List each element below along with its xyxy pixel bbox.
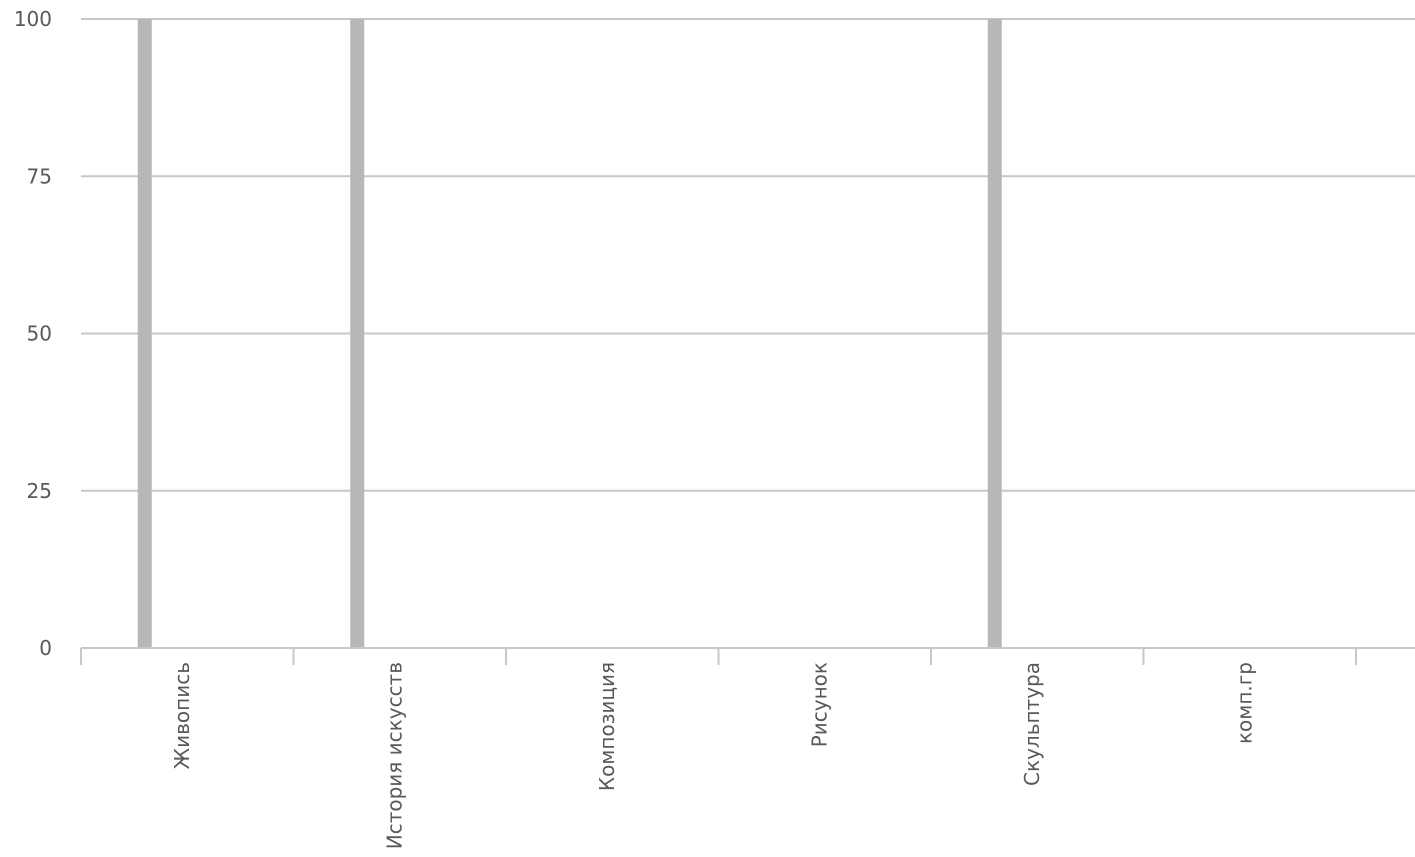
y-tick-label: 50 bbox=[27, 322, 52, 346]
x-tick-label: Живопись bbox=[170, 662, 194, 769]
bar bbox=[987, 19, 1002, 648]
gridlines bbox=[81, 18, 1415, 492]
x-tick-label: Скульптура bbox=[1020, 662, 1044, 786]
x-axis bbox=[80, 647, 1415, 665]
x-tick-label: История искусств bbox=[382, 662, 406, 849]
bars bbox=[137, 19, 1002, 648]
x-tick-label: Рисунок bbox=[807, 662, 831, 747]
y-tick-label: 100 bbox=[14, 7, 52, 31]
x-tick-label: Композиция bbox=[595, 662, 619, 791]
x-axis-ticks: Живопись История искусств Композиция Рисуно… bbox=[170, 662, 1257, 849]
y-tick-label: 25 bbox=[27, 479, 52, 503]
y-tick-label: 75 bbox=[27, 164, 52, 188]
y-tick-label: 0 bbox=[39, 636, 52, 660]
bar bbox=[137, 19, 152, 648]
x-tick-label: комп.гр bbox=[1232, 662, 1256, 744]
bar bbox=[350, 19, 365, 648]
y-axis-ticks: 0 25 50 75 100 bbox=[14, 7, 52, 660]
